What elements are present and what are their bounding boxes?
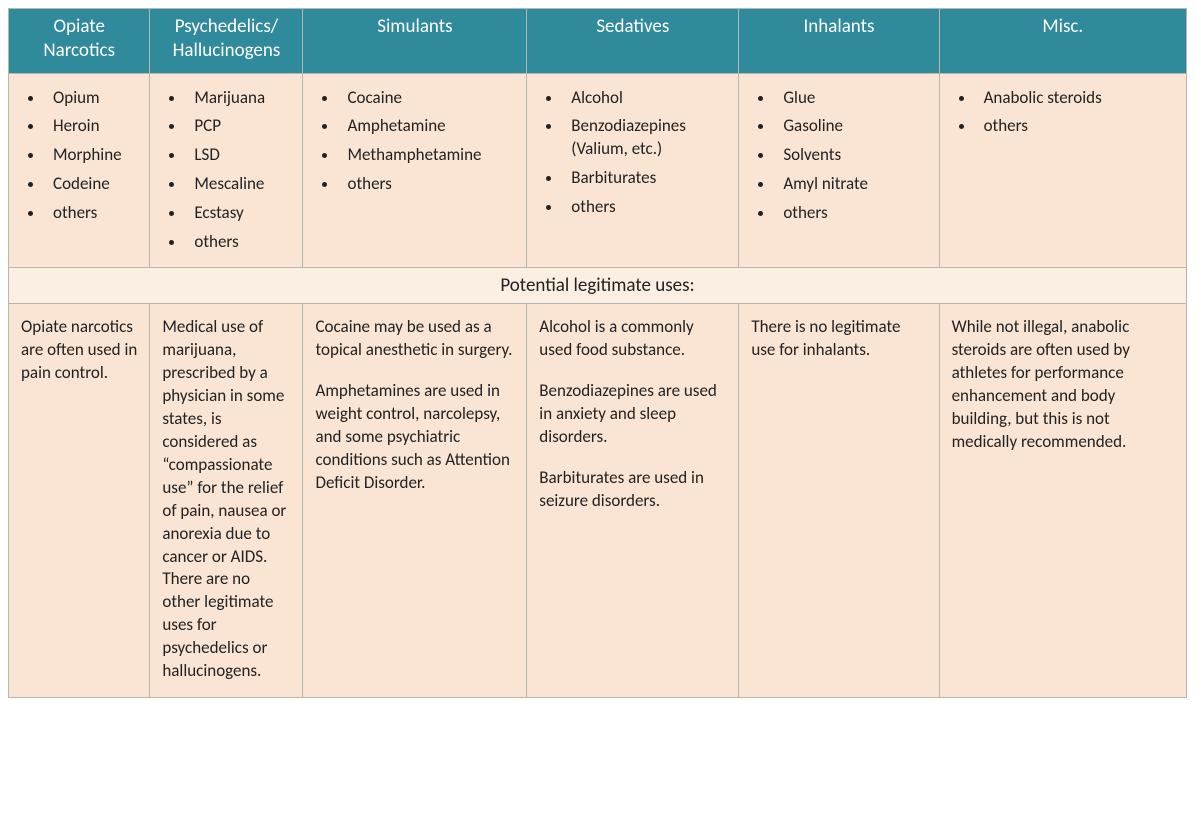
uses-cell: Medical use of marijuana, prescribed by … bbox=[150, 304, 303, 698]
examples-cell: OpiumHeroinMorphineCodeineothers bbox=[9, 73, 150, 268]
uses-paragraph: Opiate narcotics are often used in pain … bbox=[21, 316, 137, 385]
uses-cell: Opiate narcotics are often used in pain … bbox=[9, 304, 150, 698]
list-item: others bbox=[563, 193, 728, 222]
uses-row: Opiate narcotics are often used in pain … bbox=[9, 304, 1187, 698]
uses-cell: Alcohol is a commonly used food substanc… bbox=[527, 304, 739, 698]
list-item: Methamphetamine bbox=[339, 141, 516, 170]
list-item: Barbiturates bbox=[563, 164, 728, 193]
list-item: Amyl nitrate bbox=[775, 170, 928, 199]
list-item: Cocaine bbox=[339, 84, 516, 113]
column-header: Psychedelics/Hallucinogens bbox=[150, 9, 303, 74]
examples-cell: GlueGasolineSolventsAmyl nitrateothers bbox=[739, 73, 939, 268]
examples-list: MarijuanaPCPLSDMescalineEcstasyothers bbox=[164, 84, 292, 258]
list-item: Opium bbox=[45, 84, 139, 113]
column-header: OpiateNarcotics bbox=[9, 9, 150, 74]
uses-cell: There is no legitimate use for inhalants… bbox=[739, 304, 939, 698]
examples-row: OpiumHeroinMorphineCodeineothersMarijuan… bbox=[9, 73, 1187, 268]
list-item: Mescaline bbox=[186, 170, 292, 199]
list-item: others bbox=[976, 112, 1176, 141]
uses-paragraph: Cocaine may be used as a topical anesthe… bbox=[315, 316, 514, 362]
drug-classification-table: OpiateNarcoticsPsychedelics/Hallucinogen… bbox=[8, 8, 1187, 698]
examples-cell: Anabolic steroidsothers bbox=[939, 73, 1186, 268]
uses-paragraph: Medical use of marijuana, prescribed by … bbox=[162, 316, 290, 683]
examples-cell: MarijuanaPCPLSDMescalineEcstasyothers bbox=[150, 73, 303, 268]
examples-list: GlueGasolineSolventsAmyl nitrateothers bbox=[753, 84, 928, 229]
examples-cell: CocaineAmphetamineMethamphetamineothers bbox=[303, 73, 527, 268]
uses-paragraph: Amphetamines are used in weight control,… bbox=[315, 380, 514, 495]
table-header-row: OpiateNarcoticsPsychedelics/Hallucinogen… bbox=[9, 9, 1187, 74]
column-header: Inhalants bbox=[739, 9, 939, 74]
list-item: Morphine bbox=[45, 141, 139, 170]
uses-cell: While not illegal, anabolic steroids are… bbox=[939, 304, 1186, 698]
uses-paragraph: Alcohol is a commonly used food substanc… bbox=[539, 316, 726, 362]
examples-list: CocaineAmphetamineMethamphetamineothers bbox=[317, 84, 516, 200]
list-item: others bbox=[339, 170, 516, 199]
column-header: Simulants bbox=[303, 9, 527, 74]
list-item: Ecstasy bbox=[186, 199, 292, 228]
list-item: Amphetamine bbox=[339, 112, 516, 141]
uses-paragraph: Barbiturates are used in seizure disorde… bbox=[539, 467, 726, 513]
list-item: Gasoline bbox=[775, 112, 928, 141]
examples-list: OpiumHeroinMorphineCodeineothers bbox=[23, 84, 139, 229]
examples-list: AlcoholBenzodiazepines (Valium, etc.)Bar… bbox=[541, 84, 728, 223]
uses-paragraph: While not illegal, anabolic steroids are… bbox=[952, 316, 1174, 454]
list-item: others bbox=[45, 199, 139, 228]
list-item: LSD bbox=[186, 141, 292, 170]
list-item: Alcohol bbox=[563, 84, 728, 113]
list-item: Solvents bbox=[775, 141, 928, 170]
list-item: others bbox=[186, 228, 292, 257]
uses-paragraph: Benzodiazepines are used in anxiety and … bbox=[539, 380, 726, 449]
list-item: others bbox=[775, 199, 928, 228]
examples-cell: AlcoholBenzodiazepines (Valium, etc.)Bar… bbox=[527, 73, 739, 268]
section-title: Potential legitimate uses: bbox=[9, 268, 1187, 304]
list-item: Benzodiazepines (Valium, etc.) bbox=[563, 112, 728, 164]
list-item: PCP bbox=[186, 112, 292, 141]
list-item: Anabolic steroids bbox=[976, 84, 1176, 113]
list-item: Marijuana bbox=[186, 84, 292, 113]
list-item: Codeine bbox=[45, 170, 139, 199]
uses-cell: Cocaine may be used as a topical anesthe… bbox=[303, 304, 527, 698]
list-item: Heroin bbox=[45, 112, 139, 141]
list-item: Glue bbox=[775, 84, 928, 113]
column-header: Misc. bbox=[939, 9, 1186, 74]
column-header: Sedatives bbox=[527, 9, 739, 74]
examples-list: Anabolic steroidsothers bbox=[954, 84, 1176, 142]
uses-paragraph: There is no legitimate use for inhalants… bbox=[751, 316, 926, 362]
section-row: Potential legitimate uses: bbox=[9, 268, 1187, 304]
